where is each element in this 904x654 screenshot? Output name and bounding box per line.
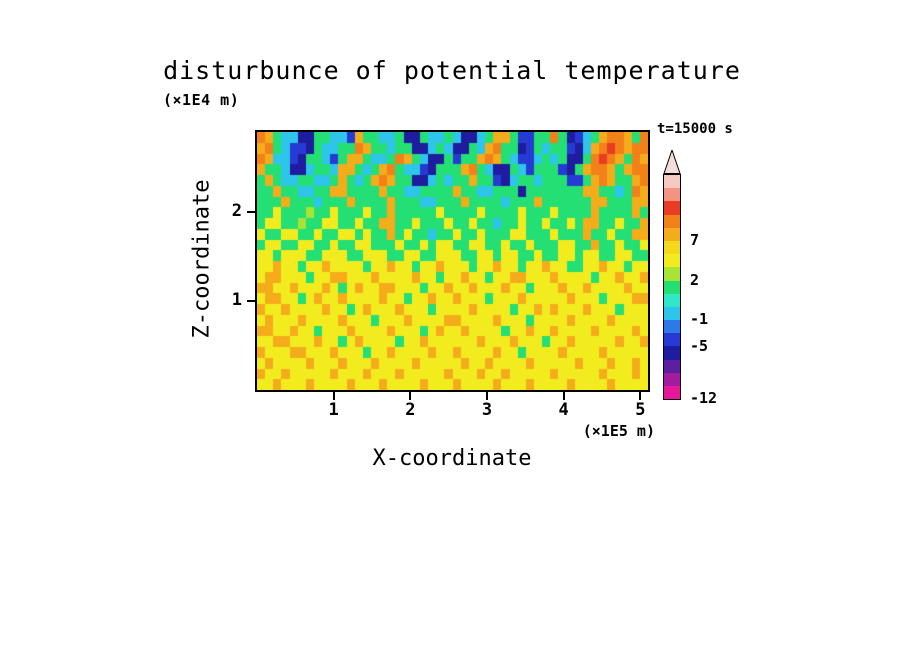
colorbar-tick-label: -1 xyxy=(690,310,709,329)
colorbar-segment xyxy=(664,386,680,400)
x-tick-mark xyxy=(639,392,642,400)
colorbar-segment xyxy=(664,175,680,189)
x-axis-unit-label: (×1E5 m) xyxy=(582,422,655,440)
colorbar-tick-label: -5 xyxy=(690,336,709,355)
colorbar-arrow-icon xyxy=(663,150,681,174)
colorbar-segment xyxy=(664,372,680,386)
x-tick-label: 3 xyxy=(481,400,493,420)
colorbar-segment xyxy=(664,293,680,307)
colorbar-segment xyxy=(664,188,680,202)
colorbar-segment xyxy=(664,267,680,281)
x-tick-label: 4 xyxy=(558,400,569,420)
colorbar: 7 2 -1 -5 -12 xyxy=(663,150,723,410)
y-tick-label: 1 xyxy=(231,290,242,311)
y-tick-mark xyxy=(247,300,255,303)
colorbar-segment xyxy=(664,359,680,373)
colorbar-segment xyxy=(664,320,680,334)
y-axis-unit-label: (×1E4 m) xyxy=(163,91,240,109)
x-tick-mark xyxy=(562,392,565,400)
heatmap-canvas xyxy=(257,132,648,390)
colorbar-segment xyxy=(664,346,680,360)
y-tick-mark xyxy=(247,211,255,214)
x-tick-label: 5 xyxy=(635,400,646,420)
colorbar-tick-label: -12 xyxy=(690,389,718,408)
colorbar-segment xyxy=(664,254,680,268)
chart-title: disturbunce of potential temperature xyxy=(163,56,741,85)
colorbar-segment xyxy=(664,333,680,347)
y-tick-label: 2 xyxy=(231,201,242,222)
y-axis-label: Z-coordinate xyxy=(189,179,215,339)
time-label: t=15000 s xyxy=(657,121,733,137)
plot-area xyxy=(255,130,650,392)
colorbar-segments xyxy=(663,174,681,401)
x-tick-label: 1 xyxy=(328,400,339,420)
colorbar-segment xyxy=(664,214,680,228)
x-tick-mark xyxy=(409,392,412,400)
colorbar-tick-label: 2 xyxy=(690,270,700,289)
colorbar-segment xyxy=(664,227,680,241)
x-axis-label: X-coordinate xyxy=(372,446,532,471)
x-tick-mark xyxy=(486,392,488,400)
x-tick-mark xyxy=(332,392,335,400)
colorbar-segment xyxy=(664,280,680,294)
colorbar-segment xyxy=(664,306,680,321)
x-tick-label: 2 xyxy=(405,400,416,420)
colorbar-segment xyxy=(664,201,680,215)
colorbar-segment xyxy=(664,240,680,255)
colorbar-tick-label: 7 xyxy=(690,231,700,249)
